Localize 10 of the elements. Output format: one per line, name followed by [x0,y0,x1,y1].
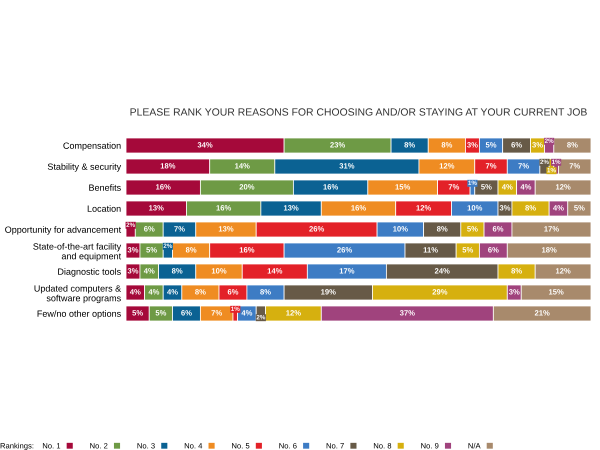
y-tick-label: Stability & security [48,163,122,172]
y-tick-label: Opportunity for advancement [5,226,122,235]
y-tick-label: Few/no other options [38,310,121,319]
y-tick-label: Compensation [63,142,121,151]
y-tick-label: State-of-the-art facility and equipment [33,243,122,262]
y-tick-label: Location [88,205,121,212]
y-tick-label: Diagnostic tools [58,268,121,277]
y-tick-label: Benefits [89,184,121,191]
chart-title: PLEASE RANK YOUR REASONS FOR CHOOSING AND/OR STAYING AT YOUR CURRENT JOB [130,108,587,116]
y-tick-label: Updated computers & software programs [34,285,122,304]
